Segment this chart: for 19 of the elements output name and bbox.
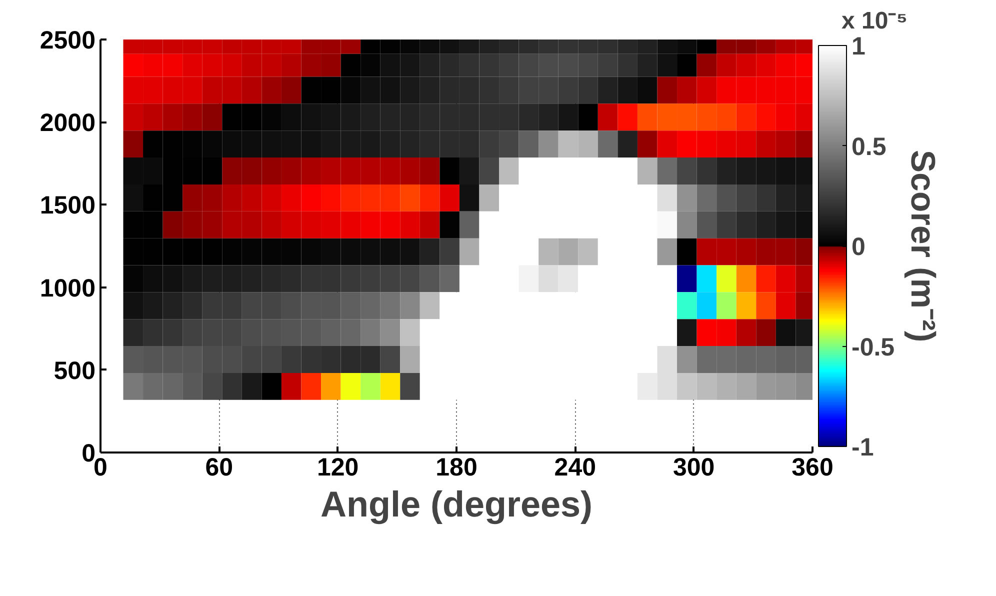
- color-bar-label: 0: [852, 233, 866, 261]
- text: x 10⁻⁵: [842, 8, 908, 34]
- x-tick-label: 360: [792, 454, 834, 482]
- x-tick-label: 300: [672, 454, 715, 482]
- y-tick-label: 2000: [40, 109, 96, 138]
- x-tick-label: 120: [316, 454, 359, 482]
- x-tick-label: 180: [436, 454, 478, 482]
- color-bar-label: 1: [852, 32, 866, 60]
- x-axis-title: Angle (degrees): [320, 484, 593, 524]
- x-tick-label: 240: [554, 454, 596, 482]
- x-tick-label: 60: [205, 454, 234, 482]
- color-bar-label: 0.5: [852, 132, 886, 161]
- color-bar-label: -1: [852, 434, 874, 462]
- color-bar-label: -0.5: [852, 333, 895, 362]
- y-tick-label: 2500: [40, 26, 96, 54]
- color-bar-title: Scorer (m⁻²): [904, 150, 942, 342]
- y-tick-label: 1000: [40, 274, 96, 302]
- y-tick-label: 500: [54, 356, 96, 385]
- y-tick-label: 1500: [40, 192, 96, 220]
